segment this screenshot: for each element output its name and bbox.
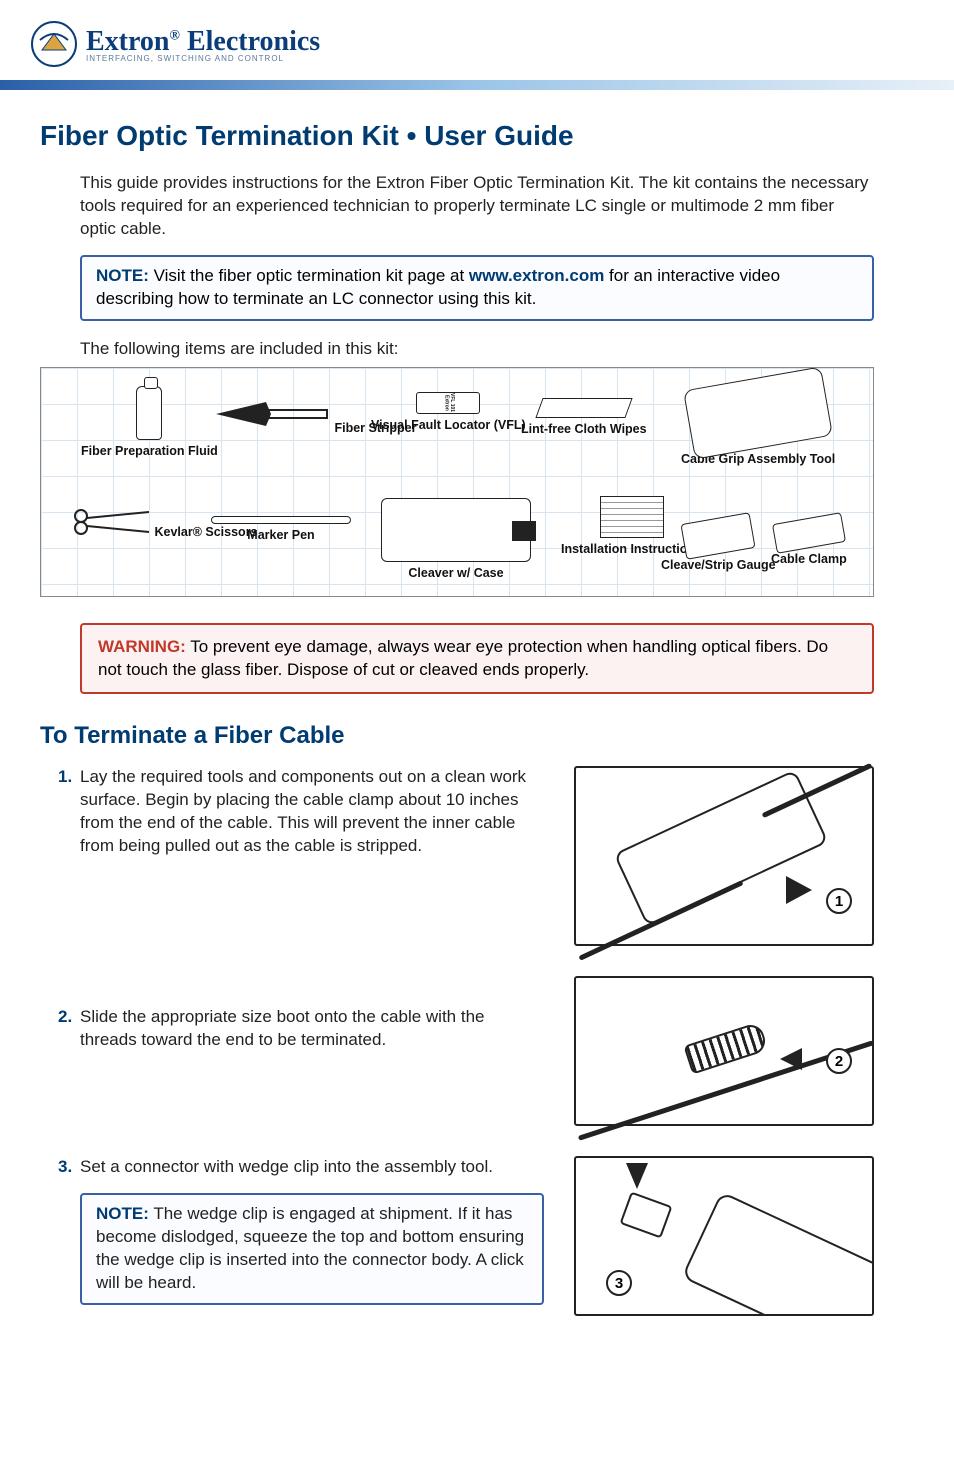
fig3-badge: 3 — [606, 1270, 632, 1296]
note-text-before: Visit the fiber optic termination kit pa… — [154, 266, 469, 285]
clamp-icon — [772, 512, 846, 554]
step-3-note: NOTE: The wedge clip is engaged at shipm… — [80, 1193, 544, 1305]
kit-pen-label: Marker Pen — [247, 528, 314, 542]
step-3-note-label: NOTE: — [96, 1204, 149, 1223]
vfl-badge-text: VFL 101 Extron — [443, 393, 455, 413]
kit-cleaver-label: Cleaver w/ Case — [408, 566, 503, 580]
scissors-icon — [71, 508, 151, 536]
kit-clamp-label: Cable Clamp — [771, 552, 847, 566]
wipes-icon — [535, 398, 632, 418]
page-title: Fiber Optic Termination Kit • User Guide — [40, 120, 874, 152]
fig3-connector-icon — [620, 1192, 673, 1239]
step-3-body: Set a connector with wedge clip into the… — [80, 1157, 493, 1176]
vfl-icon: VFL 101 Extron — [416, 392, 480, 414]
kit-fluid-label: Fiber Preparation Fluid — [81, 444, 218, 458]
kit-grip-tool: Cable Grip Assembly Tool — [681, 378, 835, 466]
step-1-num: 1. — [58, 766, 80, 789]
warning-text: To prevent eye damage, always wear eye p… — [98, 637, 828, 680]
step-1-text: 1.Lay the required tools and components … — [80, 766, 544, 946]
kit-wipes: Lint-free Cloth Wipes — [521, 398, 647, 436]
fig2-arrow-icon — [780, 1048, 802, 1070]
step-2-body: Slide the appropriate size boot onto the… — [80, 1007, 485, 1049]
note-label: NOTE: — [96, 266, 149, 285]
fig2-badge: 2 — [826, 1048, 852, 1074]
step-2-num: 2. — [58, 1006, 80, 1029]
step-1: 1.Lay the required tools and components … — [40, 766, 874, 946]
section-heading: To Terminate a Fiber Cable — [40, 722, 874, 750]
step-2-text: 2.Slide the appropriate size boot onto t… — [80, 976, 544, 1126]
step-2-figure: 2 — [574, 976, 874, 1126]
page-content: Fiber Optic Termination Kit • User Guide… — [0, 90, 954, 1316]
step-3-figure: 3 — [574, 1156, 874, 1316]
gauge-icon — [681, 512, 756, 560]
step-3: 3.Set a connector with wedge clip into t… — [40, 1156, 874, 1316]
instructions-icon — [600, 496, 664, 538]
warning-note: WARNING: To prevent eye damage, always w… — [80, 623, 874, 695]
kit-vfl-label: Visual Fault Locator (VFL) — [371, 418, 526, 432]
brand-name: Extron® Electronics — [86, 26, 320, 58]
step-1-figure: 1 — [574, 766, 874, 946]
kit-fluid: Fiber Preparation Fluid — [81, 386, 218, 458]
fig3-tool-icon — [681, 1191, 874, 1316]
note-link[interactable]: www.extron.com — [469, 266, 604, 285]
grip-tool-icon — [683, 366, 833, 459]
step-3-note-text: The wedge clip is engaged at shipment. I… — [96, 1204, 524, 1292]
fig1-badge: 1 — [826, 888, 852, 914]
step-3-text: 3.Set a connector with wedge clip into t… — [80, 1156, 544, 1316]
kit-gauge: Cleave/Strip Gauge — [661, 518, 776, 572]
pen-icon — [211, 516, 351, 524]
warning-label: WARNING: — [98, 637, 186, 656]
kit-pen: Marker Pen — [211, 516, 351, 542]
header: Extron® Electronics INTERFACING, SWITCHI… — [0, 0, 954, 90]
kit-gauge-label: Cleave/Strip Gauge — [661, 558, 776, 572]
brand-logo: Extron® Electronics INTERFACING, SWITCHI… — [30, 20, 954, 68]
intro-paragraph: This guide provides instructions for the… — [40, 172, 874, 241]
stripper-icon — [211, 396, 331, 432]
step-1-body: Lay the required tools and components ou… — [80, 767, 526, 855]
fig3-arrow-icon — [626, 1163, 648, 1189]
fig1-arrow-icon — [786, 876, 812, 904]
kit-vfl: VFL 101 Extron Visual Fault Locator (VFL… — [371, 392, 526, 432]
kit-wipes-label: Lint-free Cloth Wipes — [521, 422, 647, 436]
extron-logo-icon — [30, 20, 78, 68]
fig2-boot-icon — [683, 1022, 768, 1075]
kit-cleaver: Cleaver w/ Case — [381, 498, 531, 580]
kit-contents-diagram: Fiber Preparation Fluid Fiber Stripper V… — [40, 367, 874, 597]
brand-name-suffix: Electronics — [187, 26, 320, 57]
cleaver-icon — [381, 498, 531, 562]
kit-clamp: Cable Clamp — [771, 518, 847, 566]
brand-name-main: Extron — [86, 26, 170, 57]
top-note: NOTE: Visit the fiber optic termination … — [80, 255, 874, 321]
brand-text-block: Extron® Electronics INTERFACING, SWITCHI… — [86, 26, 320, 63]
bottle-icon — [136, 386, 162, 440]
step-2: 2.Slide the appropriate size boot onto t… — [40, 976, 874, 1126]
step-3-num: 3. — [58, 1156, 80, 1179]
kit-intro-line: The following items are included in this… — [40, 339, 874, 359]
